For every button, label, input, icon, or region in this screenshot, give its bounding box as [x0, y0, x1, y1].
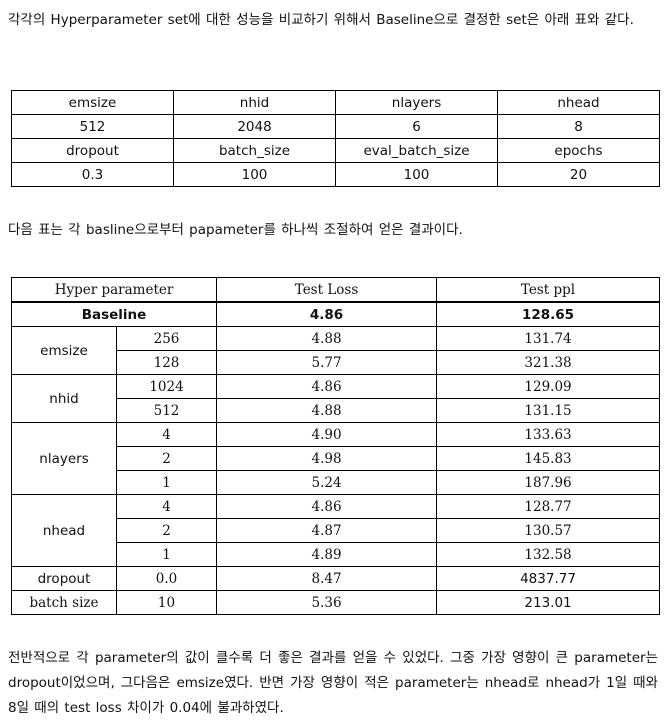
loss-value: 4.86 [216, 494, 438, 519]
config-value-cell: 20 [497, 162, 660, 187]
config-value-cell: 6 [335, 114, 498, 139]
baseline-row: Baseline 4.86 128.65 [10, 301, 661, 327]
config-value-cell: 2048 [173, 114, 336, 139]
param-value: 2 [115, 518, 218, 543]
param-value: 2 [115, 446, 218, 471]
param-value: 4 [115, 422, 218, 447]
param-value: 1 [115, 542, 218, 567]
config-header-cell: eval_batch_size [335, 138, 498, 163]
loss-value: 4.89 [216, 542, 438, 567]
ppl-value: 131.74 [436, 326, 661, 351]
config-value-cell: 0.3 [11, 162, 174, 187]
table-row: 1 4.89 132.58 [12, 542, 661, 567]
baseline-label: Baseline [10, 301, 218, 327]
ppl-value: 128.77 [436, 494, 661, 519]
config-value-row: 0.3 100 100 20 [11, 162, 660, 187]
config-value-cell: 100 [173, 162, 336, 187]
group-label-nhid: nhid [11, 374, 117, 423]
group-label-nhead: nhead [11, 494, 117, 567]
config-header-cell: nlayers [335, 90, 498, 115]
config-header-row: emsize nhid nlayers nhead [11, 90, 660, 115]
loss-value: 4.98 [216, 446, 438, 471]
ppl-value: 133.63 [436, 422, 661, 447]
loss-value: 5.77 [216, 350, 438, 375]
group-label-batch-size: batch size [11, 590, 117, 615]
config-header-row: dropout batch_size eval_batch_size epoch… [11, 138, 660, 163]
intro-paragraph: 각각의 Hyperparameter set에 대한 성능을 비교하기 위해서 … [8, 12, 634, 28]
loss-value: 4.90 [216, 422, 438, 447]
param-value: 4 [115, 494, 218, 519]
loss-value: 4.88 [216, 326, 438, 351]
config-value-cell: 100 [335, 162, 498, 187]
results-table: Hyper parameter Test Loss Test ppl Basel… [10, 277, 661, 615]
header-test-loss: Test Loss [216, 277, 438, 303]
results-header-row: Hyper parameter Test Loss Test ppl [10, 277, 661, 303]
config-header-cell: batch_size [173, 138, 336, 163]
table-row: dropout 0.0 8.47 4837.77 [11, 566, 661, 591]
loss-value: 5.24 [216, 470, 438, 495]
group-label-nlayers: nlayers [11, 422, 117, 495]
ppl-value: 187.96 [436, 470, 661, 495]
baseline-ppl: 128.65 [436, 301, 661, 327]
loss-value: 8.47 [216, 566, 438, 591]
group-label-emsize: emsize [11, 326, 117, 375]
baseline-config-table: emsize nhid nlayers nhead 512 2048 6 8 d… [11, 90, 660, 187]
ppl-value: 132.58 [436, 542, 661, 567]
ppl-value: 321.38 [436, 350, 661, 375]
config-header-cell: epochs [497, 138, 660, 163]
group-label-dropout: dropout [11, 566, 117, 591]
param-value: 10 [115, 590, 218, 615]
table-row: 2 4.98 145.83 [12, 446, 661, 471]
loss-value: 4.87 [216, 518, 438, 543]
ppl-value: 131.15 [436, 398, 661, 423]
table-row: nlayers 4 4.90 133.63 [11, 422, 661, 495]
table-row: 512 4.88 131.15 [12, 398, 661, 423]
param-value: 128 [115, 350, 218, 375]
table-row: nhead 4 4.86 128.77 [11, 494, 661, 567]
conclusion-paragraph: 전반적으로 각 parameter의 값이 클수록 더 좋은 결과를 얻을 수 … [8, 650, 658, 716]
results-intro-paragraph: 다음 표는 각 basline으로부터 papameter를 하나씩 조절하여 … [8, 222, 463, 238]
header-test-ppl: Test ppl [436, 277, 661, 303]
config-value-cell: 512 [11, 114, 174, 139]
config-header-cell: emsize [11, 90, 174, 115]
param-value: 1 [115, 470, 218, 495]
ppl-value: 213.01 [436, 590, 661, 615]
ppl-value: 4837.77 [436, 566, 661, 591]
table-row: 2 4.87 130.57 [12, 518, 661, 543]
table-row: 128 5.77 321.38 [12, 350, 661, 375]
param-value: 512 [115, 398, 218, 423]
config-header-cell: nhid [173, 90, 336, 115]
config-header-cell: nhead [497, 90, 660, 115]
loss-value: 5.36 [216, 590, 438, 615]
loss-value: 4.86 [216, 374, 438, 399]
param-value: 1024 [115, 374, 218, 399]
param-value: 0.0 [115, 566, 218, 591]
table-row: 1 5.24 187.96 [12, 470, 661, 495]
table-row: batch size 10 5.36 213.01 [11, 590, 661, 615]
config-header-cell: dropout [11, 138, 174, 163]
ppl-value: 145.83 [436, 446, 661, 471]
ppl-value: 130.57 [436, 518, 661, 543]
config-value-cell: 8 [497, 114, 660, 139]
param-value: 256 [115, 326, 218, 351]
ppl-value: 129.09 [436, 374, 661, 399]
table-row: nhid 1024 4.86 129.09 [11, 374, 661, 423]
table-row: emsize 256 4.88 131.74 [11, 326, 661, 375]
header-hyper-parameter: Hyper parameter [10, 277, 218, 303]
baseline-loss: 4.86 [216, 301, 438, 327]
loss-value: 4.88 [216, 398, 438, 423]
config-value-row: 512 2048 6 8 [11, 114, 660, 139]
